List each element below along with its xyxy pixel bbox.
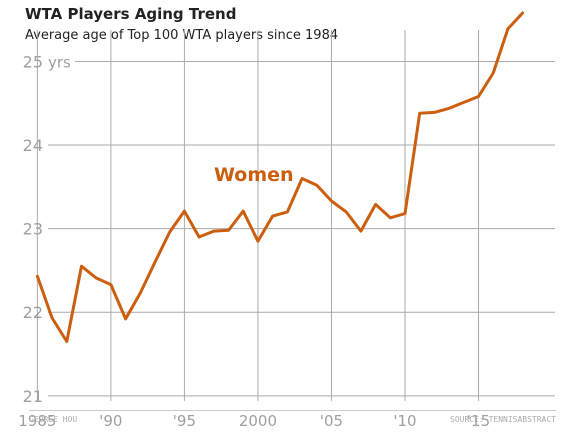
x-tick-label: '90 — [99, 412, 122, 430]
series-label-women: Women — [214, 164, 294, 186]
y-tick-label: 25 — [23, 52, 43, 71]
x-tick-label: 2000 — [239, 412, 277, 430]
y-tick-label: 21 — [23, 387, 43, 406]
y-tick-label: 23 — [23, 220, 43, 239]
x-tick-label: '05 — [320, 412, 343, 430]
footer-source: SOURCE: TENNISABSTRACT — [450, 415, 556, 424]
x-tick-label: '95 — [173, 412, 196, 430]
y-tick-label: 22 — [23, 303, 43, 322]
footer-credit: GEORGE HOU — [29, 415, 77, 424]
y-unit-label: yrs — [48, 53, 71, 71]
footer-divider — [29, 410, 556, 411]
y-tick-label: 24 — [23, 136, 43, 155]
x-tick-label: '10 — [393, 412, 416, 430]
